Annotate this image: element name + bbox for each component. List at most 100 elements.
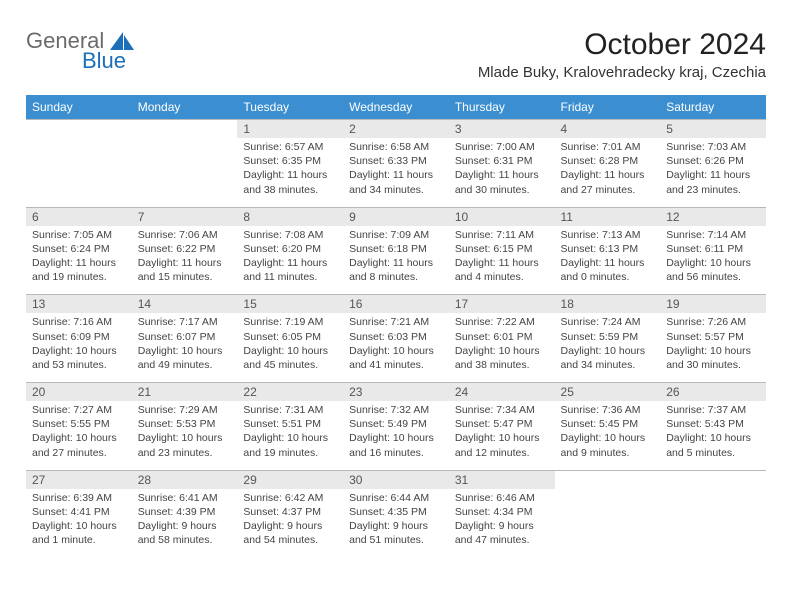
daylight-text-1: Daylight: 9 hours xyxy=(243,519,337,533)
day-data-row: Sunrise: 6:39 AMSunset: 4:41 PMDaylight:… xyxy=(26,489,766,558)
daylight-text-1: Daylight: 10 hours xyxy=(455,344,549,358)
daylight-text-2: and 15 minutes. xyxy=(138,270,232,284)
daylight-text-2: and 9 minutes. xyxy=(561,446,655,460)
daylight-text-2: and 47 minutes. xyxy=(455,533,549,547)
weekday-header: Thursday xyxy=(449,95,555,120)
day-number-cell: 26 xyxy=(660,383,766,402)
day-data-cell: Sunrise: 7:17 AMSunset: 6:07 PMDaylight:… xyxy=(132,313,238,382)
day-data-cell: Sunrise: 7:03 AMSunset: 6:26 PMDaylight:… xyxy=(660,138,766,207)
sunrise-text: Sunrise: 7:37 AM xyxy=(666,403,760,417)
sunset-text: Sunset: 6:11 PM xyxy=(666,242,760,256)
sunset-text: Sunset: 4:39 PM xyxy=(138,505,232,519)
daylight-text-2: and 38 minutes. xyxy=(243,183,337,197)
day-data-cell: Sunrise: 6:57 AMSunset: 6:35 PMDaylight:… xyxy=(237,138,343,207)
daylight-text-2: and 54 minutes. xyxy=(243,533,337,547)
daylight-text-2: and 45 minutes. xyxy=(243,358,337,372)
sunrise-text: Sunrise: 6:46 AM xyxy=(455,491,549,505)
daylight-text-1: Daylight: 11 hours xyxy=(243,168,337,182)
logo: General Blue xyxy=(26,28,156,72)
daylight-text-1: Daylight: 11 hours xyxy=(455,168,549,182)
day-number-cell: 3 xyxy=(449,120,555,139)
header: General Blue October 2024 Mlade Buky, Kr… xyxy=(26,28,766,81)
daylight-text-1: Daylight: 10 hours xyxy=(561,344,655,358)
daylight-text-2: and 58 minutes. xyxy=(138,533,232,547)
day-data-cell: Sunrise: 7:16 AMSunset: 6:09 PMDaylight:… xyxy=(26,313,132,382)
sunset-text: Sunset: 4:37 PM xyxy=(243,505,337,519)
daylight-text-2: and 30 minutes. xyxy=(455,183,549,197)
sunrise-text: Sunrise: 6:42 AM xyxy=(243,491,337,505)
day-data-cell: Sunrise: 7:24 AMSunset: 5:59 PMDaylight:… xyxy=(555,313,661,382)
day-data-cell: Sunrise: 6:39 AMSunset: 4:41 PMDaylight:… xyxy=(26,489,132,558)
day-data-cell: Sunrise: 7:34 AMSunset: 5:47 PMDaylight:… xyxy=(449,401,555,470)
day-data-cell: Sunrise: 7:27 AMSunset: 5:55 PMDaylight:… xyxy=(26,401,132,470)
day-number-cell xyxy=(26,120,132,139)
sunrise-text: Sunrise: 7:36 AM xyxy=(561,403,655,417)
day-data-row: Sunrise: 7:16 AMSunset: 6:09 PMDaylight:… xyxy=(26,313,766,382)
day-data-cell: Sunrise: 7:14 AMSunset: 6:11 PMDaylight:… xyxy=(660,226,766,295)
day-data-cell: Sunrise: 6:46 AMSunset: 4:34 PMDaylight:… xyxy=(449,489,555,558)
daylight-text-1: Daylight: 10 hours xyxy=(243,344,337,358)
daylight-text-1: Daylight: 11 hours xyxy=(666,168,760,182)
weekday-header: Saturday xyxy=(660,95,766,120)
sunset-text: Sunset: 6:22 PM xyxy=(138,242,232,256)
day-number-cell: 4 xyxy=(555,120,661,139)
sunset-text: Sunset: 6:05 PM xyxy=(243,330,337,344)
weekday-header-row: SundayMondayTuesdayWednesdayThursdayFrid… xyxy=(26,95,766,120)
sunrise-text: Sunrise: 6:58 AM xyxy=(349,140,443,154)
daylight-text-1: Daylight: 9 hours xyxy=(349,519,443,533)
day-data-cell: Sunrise: 6:44 AMSunset: 4:35 PMDaylight:… xyxy=(343,489,449,558)
day-number-cell: 23 xyxy=(343,383,449,402)
daylight-text-1: Daylight: 11 hours xyxy=(138,256,232,270)
sunrise-text: Sunrise: 7:32 AM xyxy=(349,403,443,417)
daylight-text-2: and 19 minutes. xyxy=(32,270,126,284)
day-data-cell: Sunrise: 7:05 AMSunset: 6:24 PMDaylight:… xyxy=(26,226,132,295)
sunrise-text: Sunrise: 7:29 AM xyxy=(138,403,232,417)
day-number-cell: 31 xyxy=(449,470,555,489)
daylight-text-2: and 51 minutes. xyxy=(349,533,443,547)
day-number-cell: 27 xyxy=(26,470,132,489)
day-data-cell: Sunrise: 7:32 AMSunset: 5:49 PMDaylight:… xyxy=(343,401,449,470)
day-data-cell: Sunrise: 7:19 AMSunset: 6:05 PMDaylight:… xyxy=(237,313,343,382)
sunrise-text: Sunrise: 7:24 AM xyxy=(561,315,655,329)
calendar-table: SundayMondayTuesdayWednesdayThursdayFrid… xyxy=(26,95,766,557)
daylight-text-1: Daylight: 9 hours xyxy=(138,519,232,533)
daylight-text-1: Daylight: 11 hours xyxy=(243,256,337,270)
sunset-text: Sunset: 4:35 PM xyxy=(349,505,443,519)
daylight-text-2: and 5 minutes. xyxy=(666,446,760,460)
daylight-text-2: and 11 minutes. xyxy=(243,270,337,284)
sunset-text: Sunset: 5:57 PM xyxy=(666,330,760,344)
day-number-cell: 25 xyxy=(555,383,661,402)
daylight-text-2: and 4 minutes. xyxy=(455,270,549,284)
day-data-cell: Sunrise: 7:31 AMSunset: 5:51 PMDaylight:… xyxy=(237,401,343,470)
sunrise-text: Sunrise: 7:14 AM xyxy=(666,228,760,242)
sunrise-text: Sunrise: 7:26 AM xyxy=(666,315,760,329)
day-data-cell xyxy=(555,489,661,558)
day-number-cell: 16 xyxy=(343,295,449,314)
day-number-cell: 22 xyxy=(237,383,343,402)
day-number-row: 13141516171819 xyxy=(26,295,766,314)
daylight-text-1: Daylight: 10 hours xyxy=(666,431,760,445)
daylight-text-2: and 1 minute. xyxy=(32,533,126,547)
weekday-header: Tuesday xyxy=(237,95,343,120)
day-number-cell: 30 xyxy=(343,470,449,489)
day-data-cell: Sunrise: 7:08 AMSunset: 6:20 PMDaylight:… xyxy=(237,226,343,295)
daylight-text-1: Daylight: 10 hours xyxy=(349,344,443,358)
sunrise-text: Sunrise: 7:13 AM xyxy=(561,228,655,242)
daylight-text-2: and 16 minutes. xyxy=(349,446,443,460)
title-block: October 2024 Mlade Buky, Kralovehradecky… xyxy=(478,28,766,81)
daylight-text-1: Daylight: 10 hours xyxy=(349,431,443,445)
daylight-text-1: Daylight: 10 hours xyxy=(138,431,232,445)
sunrise-text: Sunrise: 7:19 AM xyxy=(243,315,337,329)
sunset-text: Sunset: 5:51 PM xyxy=(243,417,337,431)
day-number-row: 6789101112 xyxy=(26,207,766,226)
sunset-text: Sunset: 6:33 PM xyxy=(349,154,443,168)
day-data-cell: Sunrise: 6:42 AMSunset: 4:37 PMDaylight:… xyxy=(237,489,343,558)
day-number-cell xyxy=(132,120,238,139)
weekday-header: Friday xyxy=(555,95,661,120)
sunrise-text: Sunrise: 7:09 AM xyxy=(349,228,443,242)
daylight-text-2: and 12 minutes. xyxy=(455,446,549,460)
daylight-text-2: and 30 minutes. xyxy=(666,358,760,372)
day-number-cell xyxy=(555,470,661,489)
sunrise-text: Sunrise: 7:16 AM xyxy=(32,315,126,329)
day-number-cell: 2 xyxy=(343,120,449,139)
